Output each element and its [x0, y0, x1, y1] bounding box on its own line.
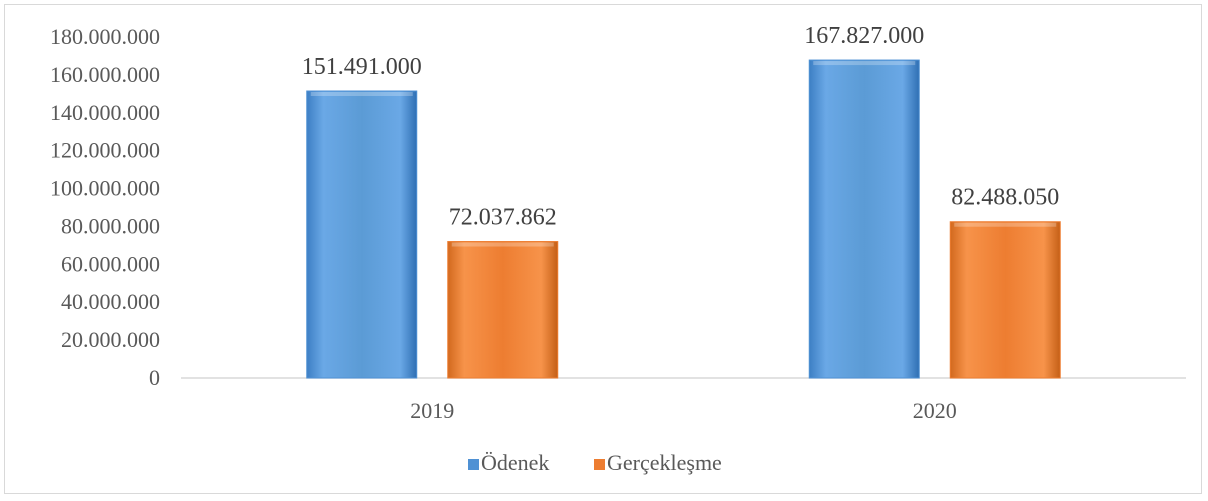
y-tick-label: 160.000.000: [50, 62, 160, 87]
data-label: 167.827.000: [804, 23, 924, 49]
y-tick-label: 100.000.000: [50, 176, 160, 201]
bar-highlight: [813, 61, 916, 66]
y-tick-label: 20.000.000: [61, 327, 160, 352]
x-axis: 2019 2020: [410, 398, 957, 423]
bar-highlight: [451, 242, 554, 247]
data-label: 72.037.862: [449, 205, 557, 231]
y-tick-label: 80.000.000: [61, 213, 160, 238]
y-tick-label: 180.000.000: [50, 24, 160, 49]
y-tick-label: 60.000.000: [61, 251, 160, 276]
data-label: 82.488.050: [951, 185, 1059, 211]
y-axis: 0 20.000.000 40.000.000 60.000.000 80.000.00…: [50, 24, 160, 390]
legend-swatch: [594, 459, 605, 470]
bar--denek-2019: [306, 90, 418, 379]
y-tick-label: 120.000.000: [50, 138, 160, 163]
data-label: 151.491.000: [302, 54, 422, 80]
data-labels: 151.491.000 72.037.862 167.827.000 82.488.0…: [302, 23, 1060, 230]
legend-label: Gerçekleşme: [607, 450, 722, 475]
y-tick-label: 140.000.000: [50, 100, 160, 125]
x-tick-label: 2020: [913, 398, 957, 423]
legend-swatch: [468, 459, 479, 470]
bar-highlight: [310, 92, 413, 97]
y-tick-label: 40.000.000: [61, 289, 160, 314]
bar-ger-ekle-me-2020: [949, 221, 1061, 379]
legend: Ödenek Gerçekleşme: [468, 450, 722, 475]
bar--denek-2020: [808, 59, 920, 379]
bars: [306, 59, 1061, 379]
x-tick-label: 2019: [410, 398, 454, 423]
bar-ger-ekle-me-2019: [447, 241, 559, 379]
y-tick-label: 0: [149, 365, 160, 390]
bar-highlight: [954, 222, 1057, 227]
legend-label: Ödenek: [481, 450, 549, 475]
